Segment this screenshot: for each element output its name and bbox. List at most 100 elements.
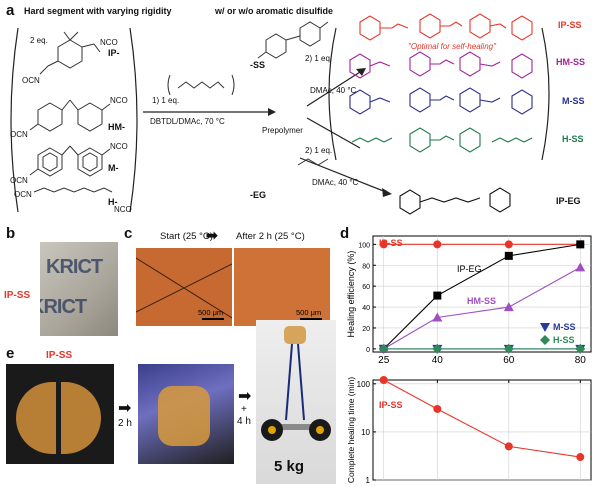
ip-eg-structure (399, 187, 511, 215)
ocn-label-ip: OCN (22, 76, 40, 85)
y-tick-label-4: 80 (362, 263, 370, 270)
x-tick-label-0: 25 (378, 355, 390, 364)
y-tick-label-bottom-0: 1 (366, 476, 371, 485)
arrow-c: ➡ (206, 227, 218, 243)
step2-label-eg: 2) 1 eq. (305, 146, 333, 155)
conditions2-label-ss: DMAc, 40 °C (310, 86, 357, 95)
legend-marker-h-ss (540, 335, 550, 345)
series-label-ip-eg: IP-EG (457, 264, 482, 274)
m-ss-structure (349, 87, 533, 115)
products-left-paren (328, 27, 337, 161)
ip-monomer-structure (39, 31, 101, 75)
y-tick-label-bottom-1: 10 (361, 428, 370, 437)
point-ip-eg-3 (576, 240, 585, 249)
panel-b-sample-label: IP-SS (4, 290, 31, 301)
plot-frame (372, 235, 592, 353)
point-ip-ss-time-0 (379, 376, 388, 384)
panel-a-label: a (6, 2, 15, 19)
arrow-to-eg-branch (306, 117, 361, 149)
ocn-label-m: OCN (10, 176, 28, 185)
products-right-paren (541, 27, 550, 161)
step2-label-ss: 2) 1 eq. (305, 54, 333, 63)
panel-e-label: e (6, 345, 15, 362)
ocn-label-hm: OCN (10, 130, 28, 139)
left-paren (10, 27, 19, 213)
krict-photo: KRICT KRICT (40, 242, 118, 336)
point-ip-ss-time-3 (576, 453, 585, 462)
panel-d-label: d (340, 225, 350, 242)
point-h-ss-1 (432, 343, 443, 354)
polyol-structure (167, 74, 235, 96)
h-ss-structure (351, 127, 533, 153)
series-line-ip-eg (383, 243, 581, 350)
arrow-to-ss (306, 71, 361, 107)
time2-label: 4 h (237, 416, 251, 427)
panel-e-sample-label: IP-SS (46, 350, 73, 361)
series-label-m-ss: M-SS (553, 322, 576, 332)
plus-label: + (241, 404, 247, 415)
series-line-ip-ss-time (383, 379, 581, 458)
point-ip-ss-1 (433, 240, 442, 249)
reaction-scheme (10, 13, 550, 215)
series-line-hm-ss (383, 266, 581, 350)
y-tick-label-5: 100 (358, 242, 370, 249)
y-axis-label: Healing efficiency (%) (346, 251, 356, 338)
scale-right: 500 μm (296, 308, 322, 317)
ss-branch-label: -SS (250, 60, 266, 70)
conditions2-label-eg: DMAc, 40 °C (312, 178, 359, 187)
two-eq-label: 2 eq. (30, 36, 48, 45)
series-label-hm-ss: HM-SS (467, 296, 496, 306)
hm-ss-structure (349, 51, 533, 79)
product-h-ss: H-SS (562, 134, 584, 144)
point-h-ss-2 (503, 343, 514, 354)
point-hm-ss-3 (575, 262, 586, 272)
series-label-ip-ss: IP-SS (379, 238, 403, 248)
step1-label: 1) 1 eq. (152, 96, 180, 105)
legend-marker-m-ss (540, 323, 550, 332)
stretched-sample-photo (138, 364, 234, 464)
micro-after-photo: 500 μm (234, 248, 330, 326)
nco-label-m: NCO (110, 142, 128, 151)
y-tick-label-2: 40 (362, 305, 370, 312)
product-m-ss: M-SS (562, 96, 585, 106)
scale-left: 500 μm (198, 308, 224, 317)
logo-text-2: KRICT (40, 296, 87, 318)
h-monomer-structure (33, 187, 113, 193)
y-tick-label-1: 20 (362, 326, 370, 333)
disulfide-title: w/ or w/o aromatic disulfide (215, 6, 334, 16)
eg-reagent-structure (297, 158, 329, 166)
point-h-ss-3 (575, 343, 586, 354)
point-ip-ss-0 (379, 240, 388, 249)
arrow-e2: ➡ (238, 388, 252, 405)
start-label: Start (25 °C) (160, 231, 213, 242)
x-tick-label-2: 60 (503, 355, 515, 364)
product-ip-eg: IP-EG (556, 196, 581, 206)
point-hm-ss-2 (503, 302, 514, 312)
hard-segment-title: Hard segment with varying rigidity (24, 6, 172, 16)
weight-label: 5 kg (274, 458, 305, 475)
y-tick-label-3: 60 (362, 284, 370, 291)
optimal-note: "Optimal for self-healing" (408, 42, 496, 51)
series-label-ip-ss-time: IP-SS (379, 400, 403, 410)
product-hm-ss: HM-SS (556, 57, 585, 67)
point-ip-eg-2 (504, 251, 513, 260)
ocn-label-h: OCN (14, 190, 32, 199)
arrow-to-eg (299, 157, 387, 193)
nco-label-hm: NCO (110, 96, 128, 105)
point-ip-ss-time-2 (504, 442, 513, 451)
point-ip-ss-2 (504, 240, 513, 249)
monomer-ip-label: IP- (108, 48, 120, 58)
point-ip-eg-1 (433, 291, 442, 300)
hm-monomer-structure (29, 99, 111, 132)
arrow-e1: ➡ (118, 400, 132, 417)
after-label: After 2 h (25 °C) (236, 231, 305, 242)
nco-label-ip: NCO (100, 38, 118, 47)
x-tick-label-3: 80 (575, 355, 587, 364)
x-tick-label-1: 40 (432, 355, 444, 364)
series-label-h-ss: H-SS (553, 335, 575, 345)
ip-ss-structure (359, 13, 533, 41)
eg-branch-label: -EG (250, 190, 267, 200)
monomer-m-label: M- (108, 163, 119, 173)
